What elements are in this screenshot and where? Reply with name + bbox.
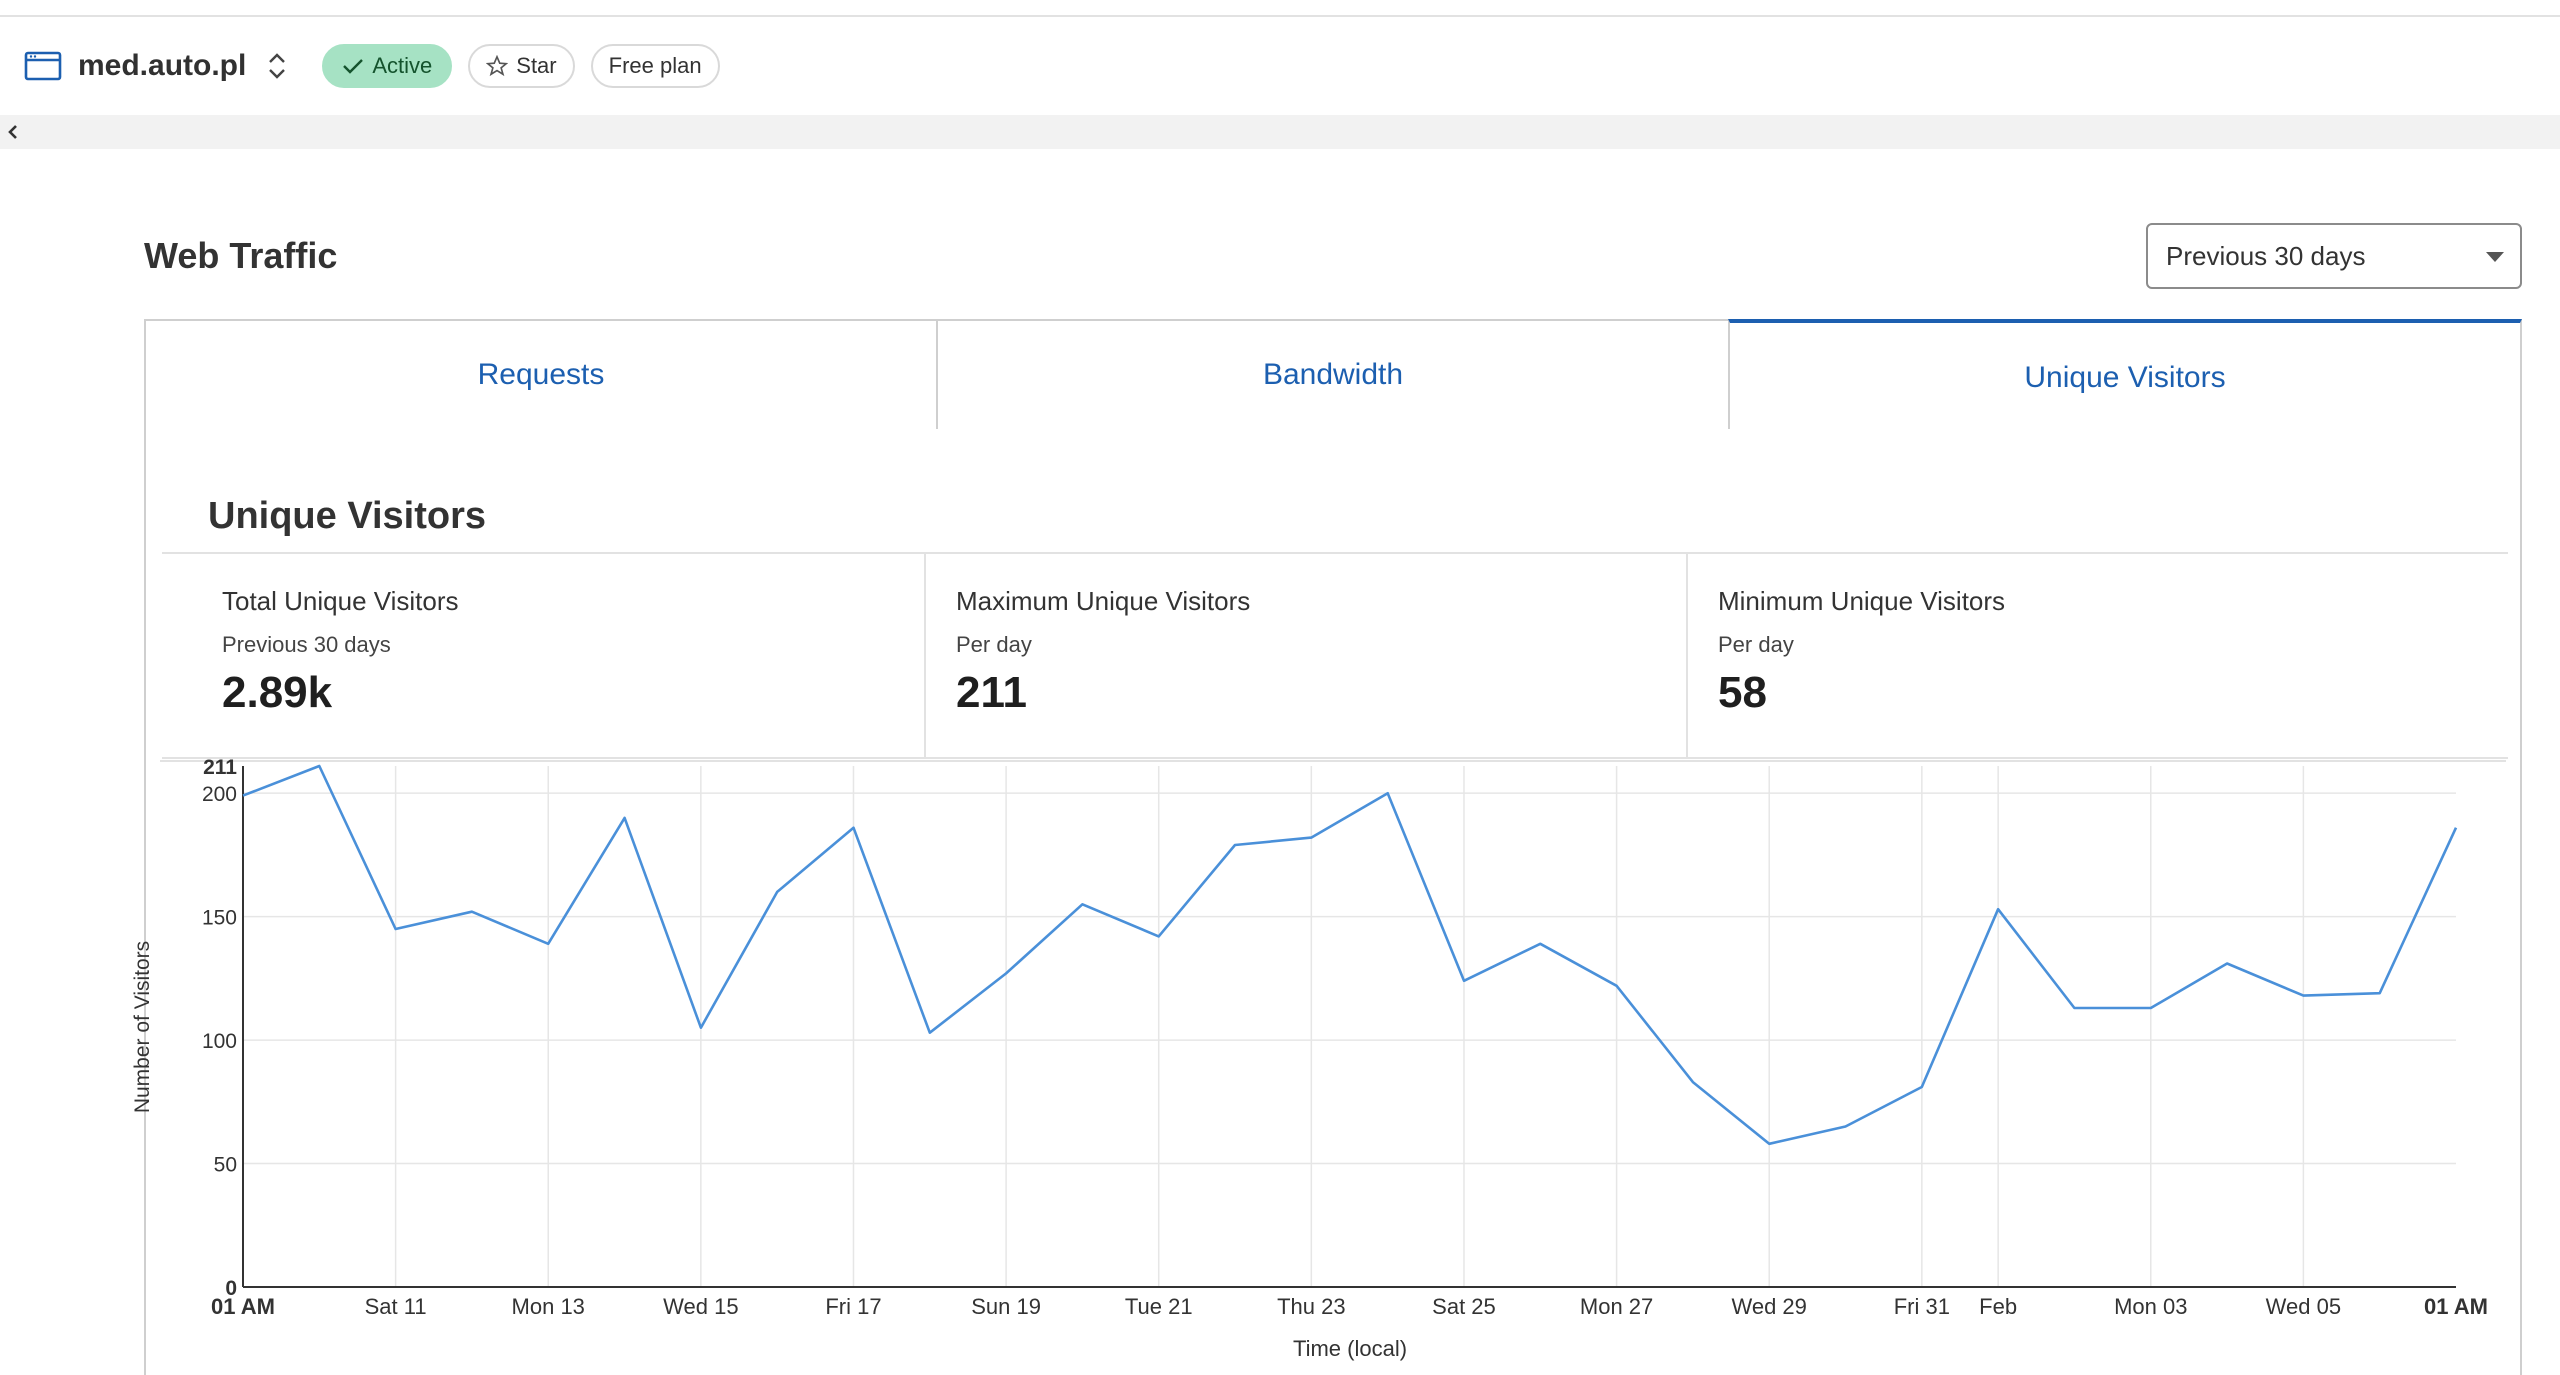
star-icon [486, 55, 509, 77]
stat-label: Minimum Unique Visitors [1718, 586, 2006, 616]
plan-label: Free plan [608, 53, 702, 78]
star-label: Star [516, 53, 557, 78]
check-icon [343, 59, 364, 74]
status-label: Active [372, 53, 433, 78]
tab-requests[interactable]: Requests [144, 319, 938, 431]
collapse-bar[interactable] [0, 115, 2560, 149]
time-range-select[interactable]: Previous 30 days [2146, 223, 2522, 289]
site-switcher-icon[interactable] [264, 49, 290, 83]
site-header: med.auto.pl Active Star Free plan [0, 17, 2560, 115]
stat-maximum: Maximum Unique Visitors Per day 211 [924, 554, 1686, 759]
stat-value: 211 [956, 668, 1027, 717]
stat-value: 2.89k [222, 668, 333, 717]
stat-sublabel: Per day [956, 632, 1032, 657]
unique-visitors-panel: Unique Visitors Total Unique Visitors Pr… [144, 429, 2522, 1375]
time-range-value: Previous 30 days [2166, 240, 2366, 271]
stat-total: Total Unique Visitors Previous 30 days 2… [162, 554, 924, 759]
panel-title: Unique Visitors [208, 495, 487, 537]
caret-down-icon [2486, 252, 2504, 262]
chevron-left-icon[interactable] [4, 122, 22, 142]
tab-bandwidth[interactable]: Bandwidth [936, 319, 1730, 431]
site-name: med.auto.pl [78, 49, 247, 82]
traffic-tabs: Requests Bandwidth Unique Visitors [144, 319, 2522, 433]
stats-row: Total Unique Visitors Previous 30 days 2… [162, 552, 2508, 759]
stat-label: Maximum Unique Visitors [956, 586, 1251, 616]
stat-sublabel: Previous 30 days [222, 632, 391, 657]
top-border [0, 0, 2560, 17]
star-button[interactable]: Star [468, 44, 575, 88]
section-title: Web Traffic [144, 235, 338, 276]
browser-window-icon [24, 51, 62, 81]
plan-badge[interactable]: Free plan [590, 44, 720, 88]
stat-sublabel: Per day [1718, 632, 1794, 657]
tab-unique-visitors[interactable]: Unique Visitors [1728, 319, 2522, 433]
status-badge: Active [322, 44, 453, 88]
stat-value: 58 [1718, 668, 1767, 717]
stat-label: Total Unique Visitors [222, 586, 459, 616]
stat-minimum: Minimum Unique Visitors Per day 58 [1686, 554, 2508, 759]
